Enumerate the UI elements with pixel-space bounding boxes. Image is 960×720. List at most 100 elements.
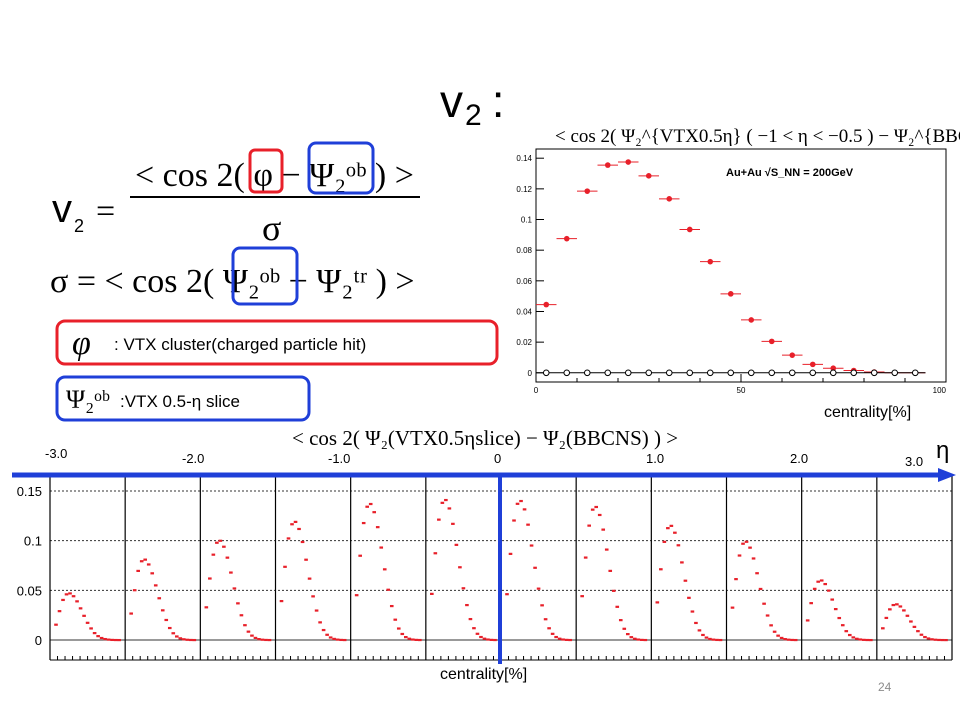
bottom-data-point (171, 632, 176, 635)
psi-highlight-box-numerator (307, 141, 375, 195)
bottom-data-point (833, 608, 838, 611)
bottom-data-point (643, 638, 648, 642)
bottom-data-point (543, 618, 548, 621)
top-y-tick-label: 0.06 (516, 277, 532, 286)
top-open-point (809, 369, 817, 377)
bottom-data-point (673, 531, 677, 534)
psi-highlight-box-sigma (231, 246, 299, 306)
bottom-data-point (339, 638, 343, 642)
top-filled-point (727, 291, 734, 297)
bottom-data-point (178, 637, 183, 640)
bottom-data-point (493, 638, 497, 642)
top-open-point (604, 369, 612, 377)
bottom-data-point (888, 608, 892, 611)
bottom-data-point (332, 637, 336, 641)
bottom-data-point (386, 588, 391, 591)
title-subscript: 2 (465, 99, 482, 132)
bottom-data-point (505, 593, 509, 596)
bottom-data-point (615, 605, 620, 608)
top-filled-point (748, 317, 755, 323)
bottom-data-point (160, 609, 165, 612)
bottom-data-point (189, 638, 193, 642)
bottom-data-point (286, 537, 291, 540)
bottom-data-point (737, 554, 742, 557)
bottom-data-point (132, 589, 137, 592)
bottom-data-point (912, 625, 917, 628)
bottom-data-point (840, 624, 845, 627)
top-y-tick-label: 0.04 (516, 307, 532, 316)
bottom-data-point (862, 638, 866, 641)
bottom-data-point (71, 595, 76, 598)
bottom-data-point (243, 624, 247, 627)
top-y-tick-label: 0.08 (516, 246, 532, 255)
bottom-data-point (597, 513, 602, 517)
bottom-data-point (625, 633, 630, 636)
bottom-data-point (257, 638, 261, 641)
bottom-data-point (229, 571, 233, 574)
bottom-data-point (454, 543, 459, 546)
bottom-data-point (869, 638, 873, 642)
bottom-data-point (379, 546, 384, 549)
bottom-data-point (361, 521, 366, 525)
bottom-data-point (68, 592, 72, 595)
bottom-data-point (587, 524, 591, 527)
bottom-data-point (222, 545, 226, 548)
bottom-data-point (611, 589, 616, 592)
top-open-point (829, 369, 837, 377)
v2-lhs-sub: 2 (74, 216, 84, 236)
top-filled-point (686, 226, 693, 233)
top-open-point (788, 369, 796, 377)
bottom-data-point (208, 577, 212, 580)
top-filled-point (625, 159, 632, 165)
top-centrality-chart: < cos 2( Ψ₂^{VTX0.5η} ( −1 < η < −0.5 ) … (516, 126, 960, 421)
title-colon: : (491, 75, 505, 127)
top-open-point (850, 369, 858, 377)
phi-legend-box (55, 319, 499, 366)
bottom-chart-xlabel: centrality[%] (440, 666, 527, 683)
bottom-data-point (150, 572, 155, 575)
eta-label: 3.0 (905, 454, 923, 469)
bottom-data-point (167, 626, 172, 630)
bottom-data-point (393, 618, 398, 621)
bottom-data-point (458, 566, 462, 569)
bottom-data-point (715, 638, 719, 642)
top-open-point (686, 369, 694, 377)
bottom-data-point (905, 614, 910, 617)
bottom-data-point (557, 637, 562, 640)
bottom-data-point (372, 511, 377, 514)
bottom-data-point (239, 614, 244, 617)
bottom-data-point (694, 621, 698, 625)
bottom-data-point (113, 638, 118, 642)
top-open-point (665, 369, 673, 377)
bottom-data-point (701, 633, 705, 637)
top-open-point (911, 369, 919, 377)
slide-title: v2: (440, 75, 505, 131)
bottom-data-point (633, 637, 637, 640)
bottom-data-point (440, 501, 445, 504)
phi-highlight-box (248, 148, 284, 194)
bottom-data-point (666, 527, 670, 530)
bottom-data-point (260, 638, 265, 641)
bottom-data-point (547, 627, 551, 630)
top-filled-point (563, 235, 570, 242)
bottom-data-point (687, 596, 691, 599)
bottom-data-point (708, 637, 712, 641)
bottom-data-point (751, 557, 756, 560)
bottom-data-point (891, 603, 896, 607)
bottom-data-point (919, 633, 924, 636)
bottom-data-point (851, 636, 856, 639)
bottom-data-point (99, 636, 104, 640)
bottom-data-point (926, 637, 931, 640)
bottom-y-tick-label: 0.15 (17, 484, 42, 499)
equals-sign-1: = (96, 193, 115, 230)
top-x-tick-label: 50 (737, 386, 746, 395)
bottom-data-point (103, 637, 107, 641)
top-filled-point (645, 173, 652, 179)
bottom-data-point (300, 540, 305, 544)
phi-symbol: φ (72, 325, 91, 362)
bottom-data-point (279, 599, 284, 603)
bottom-data-point (858, 638, 863, 641)
bottom-data-point (444, 498, 448, 502)
bottom-data-point (622, 627, 627, 630)
